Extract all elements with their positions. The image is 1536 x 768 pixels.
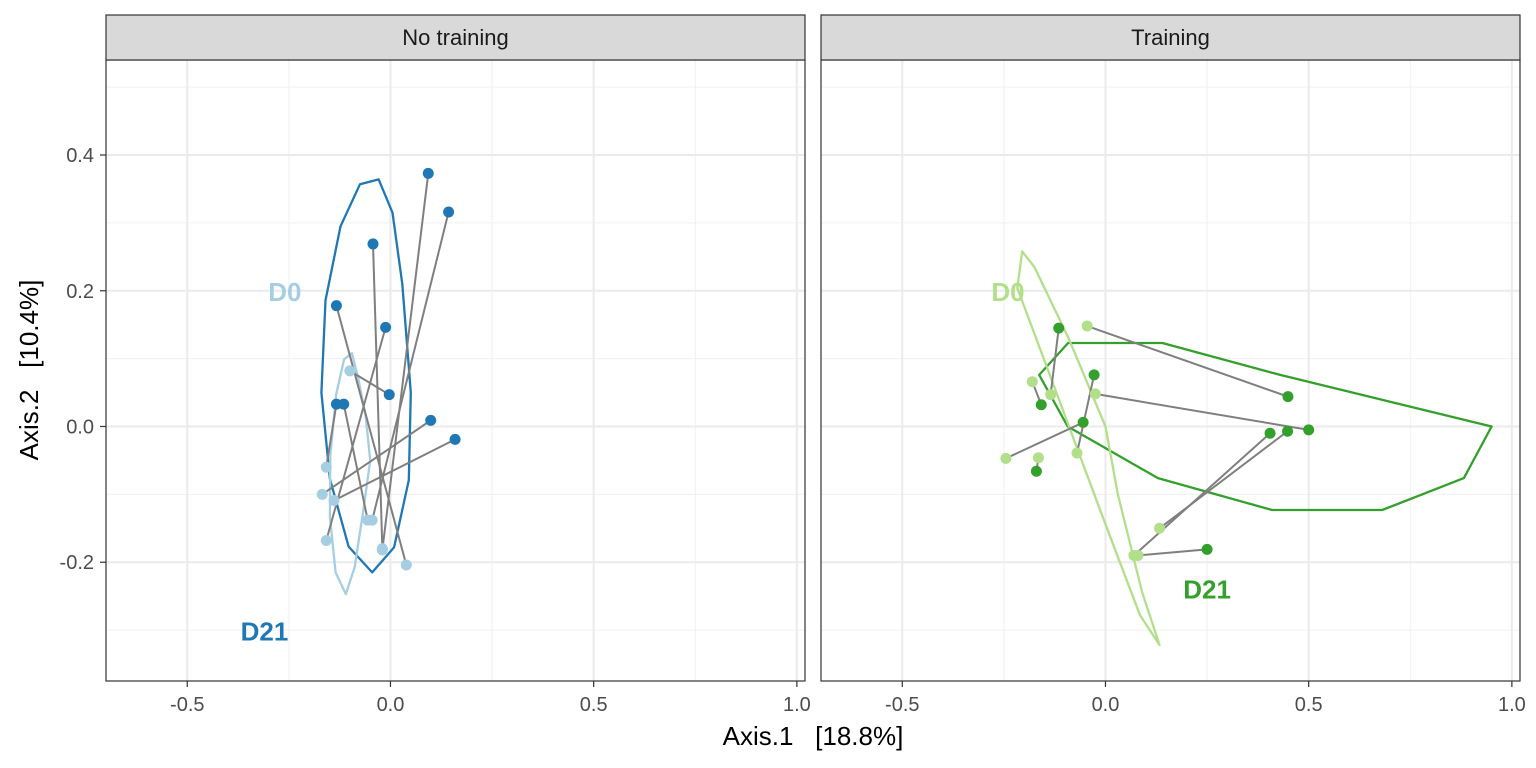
point-d0: [1154, 522, 1166, 534]
point-d0: [320, 461, 332, 473]
y-tick-label: -0.2: [60, 552, 94, 574]
pair-segment: [1049, 327, 1060, 395]
point-d0: [1089, 388, 1101, 400]
point-d0: [344, 365, 356, 377]
pair-segment: [349, 369, 390, 396]
pair-segment: [342, 403, 369, 521]
point-d0: [328, 494, 340, 506]
point-d21: [425, 414, 437, 426]
x-tick-label: 0.0: [377, 694, 405, 716]
pair-segment: [381, 173, 430, 551]
point-d21: [1053, 322, 1065, 334]
point-d0: [1081, 320, 1093, 332]
point-d21: [449, 433, 461, 445]
y-axis-title: Axis.2 [10.4%]: [14, 280, 44, 461]
point-d0: [1045, 389, 1057, 401]
point-d21: [1077, 416, 1089, 428]
strip-training: [820, 14, 1521, 61]
pair-segment: [325, 403, 338, 468]
point-d0: [316, 488, 328, 500]
strip-title-training: Training: [1131, 25, 1210, 50]
y-axis: 0.4 0.2 0.0 -0.2: [60, 145, 106, 574]
panel-training-segments: [1005, 325, 1309, 557]
pair-segment: [1133, 432, 1271, 557]
point-d0: [1000, 452, 1012, 464]
panel-training-group-labels: D0 D21: [991, 277, 1231, 604]
confidence-ellipse-d21: [320, 178, 412, 574]
group-label-d21: D21: [241, 616, 289, 646]
point-d21: [1303, 424, 1315, 436]
point-d0: [1026, 376, 1038, 388]
panel-training-points: [1000, 320, 1315, 561]
pair-segment: [1005, 421, 1084, 460]
panel-no-training-gridlines: [106, 60, 805, 681]
panel-training-gridlines: [821, 60, 1520, 681]
point-d0: [1071, 447, 1083, 459]
point-d21: [367, 238, 379, 250]
point-d0: [362, 514, 374, 526]
x-axis-title: Axis.1 [18.8%]: [723, 721, 904, 751]
point-d21: [380, 321, 392, 333]
panel-no-training-points: [316, 167, 461, 571]
x-tick-label: 1.0: [783, 694, 811, 716]
panel-no-training-background: [106, 60, 805, 681]
pair-segment: [1137, 548, 1208, 557]
point-d0: [1032, 452, 1044, 464]
point-d21: [443, 206, 455, 218]
panel-no-training: D0 D21 No training: [105, 14, 806, 682]
x-tick-label: 0.5: [1295, 694, 1323, 716]
point-d21: [1201, 543, 1213, 555]
y-tick-label: 0.0: [66, 416, 94, 438]
panel-no-training-ellipses: [320, 178, 412, 596]
y-tick-label: 0.4: [66, 145, 94, 167]
strip-no-training: [105, 14, 806, 61]
pair-segment: [1076, 374, 1096, 454]
point-d0: [400, 559, 412, 571]
x-tick-label: 1.0: [1498, 694, 1526, 716]
point-d21: [422, 167, 434, 179]
x-tick-label: -0.5: [170, 694, 204, 716]
pair-segment: [335, 305, 408, 566]
x-tick-label: -0.5: [885, 694, 919, 716]
x-axis-no-training: -0.5 0.0 0.5 1.0: [170, 681, 811, 716]
point-d21: [1282, 391, 1294, 403]
pair-segment: [1095, 392, 1309, 431]
pair-segment: [333, 438, 456, 502]
point-d21: [383, 389, 395, 401]
point-d21: [1035, 399, 1047, 411]
panel-no-training-group-labels: D0 D21: [241, 277, 302, 646]
panel-no-training-segments: [321, 173, 456, 566]
point-d21: [330, 300, 342, 312]
y-tick-label: 0.2: [66, 281, 94, 303]
confidence-ellipse-d21: [1038, 341, 1493, 512]
point-d21: [338, 398, 350, 410]
x-tick-label: 0.0: [1092, 694, 1120, 716]
panel-training: D0 D21 Training: [820, 14, 1521, 682]
point-d21: [1030, 465, 1042, 477]
pair-segment: [1086, 325, 1289, 398]
strip-title-no-training: No training: [402, 25, 508, 50]
pair-segment: [371, 211, 450, 521]
point-d21: [1264, 427, 1276, 439]
point-d0: [1132, 549, 1144, 561]
x-axis-training: -0.5 0.0 0.5 1.0: [885, 681, 1526, 716]
panel-training-background: [821, 60, 1520, 681]
confidence-ellipse-d0: [328, 352, 372, 596]
group-label-d0: D0: [268, 277, 301, 307]
group-label-d0: D0: [991, 277, 1024, 307]
group-label-d21: D21: [1183, 574, 1231, 604]
x-tick-label: 0.5: [580, 694, 608, 716]
point-d0: [376, 543, 388, 555]
point-d0: [320, 535, 332, 547]
point-d21: [1282, 425, 1294, 437]
point-d21: [1088, 369, 1100, 381]
pair-segment: [372, 243, 384, 549]
pair-segment: [321, 419, 432, 496]
